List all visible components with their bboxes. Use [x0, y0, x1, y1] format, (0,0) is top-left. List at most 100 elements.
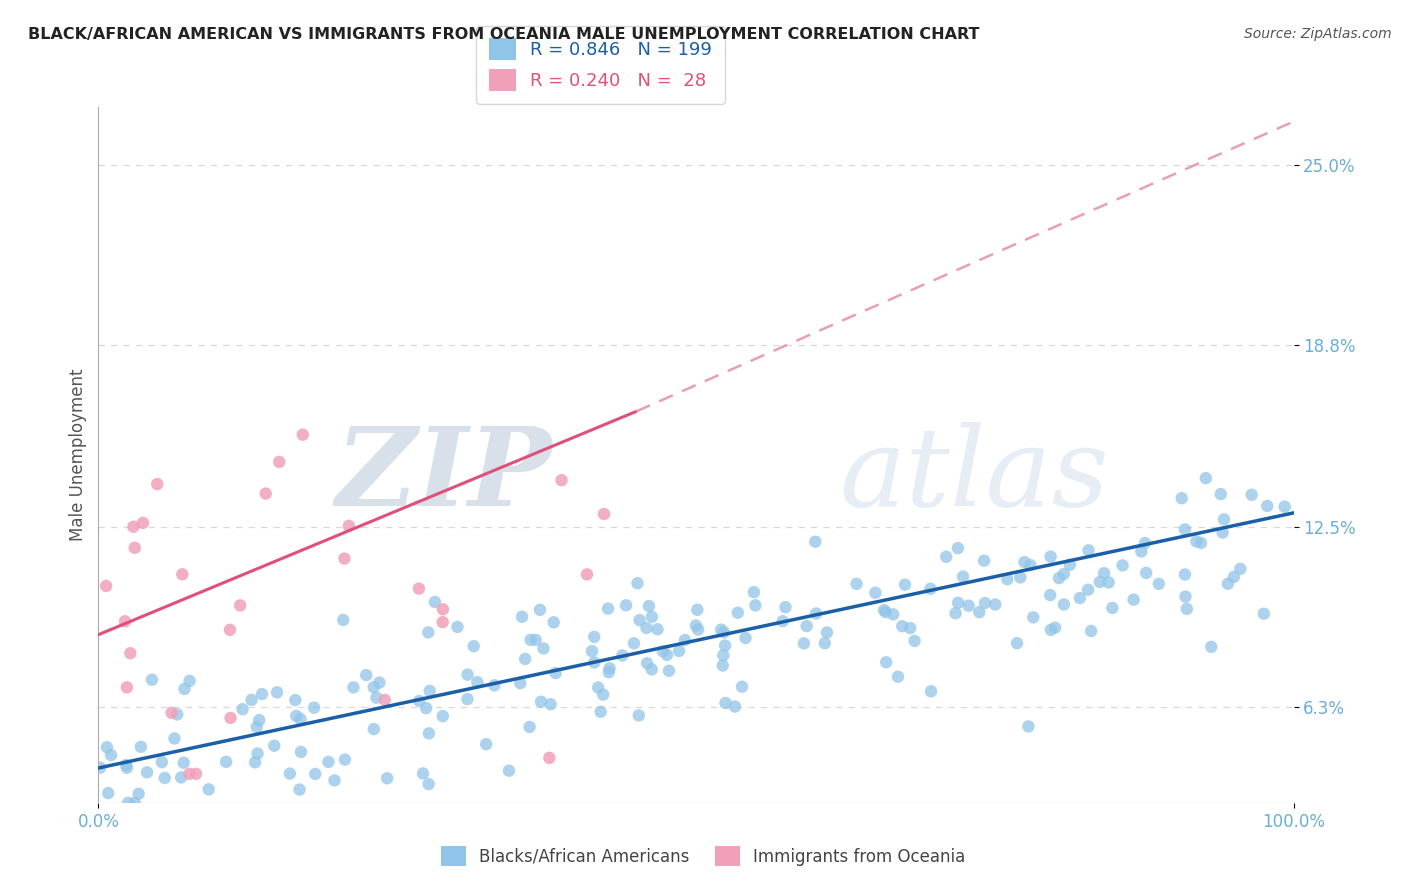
Point [898, 621, 921, 635]
Point [935, 549, 957, 564]
Point [1256, 499, 1278, 513]
Point [246, 720, 269, 734]
Point [117, 796, 139, 810]
Point [1010, 570, 1032, 584]
Point [655, 648, 678, 662]
Point [533, 641, 555, 656]
Point [1122, 592, 1144, 607]
Point [215, 755, 238, 769]
Point [150, 755, 173, 769]
Point [641, 662, 664, 676]
Point [796, 619, 818, 633]
Point [540, 697, 562, 711]
Point [638, 599, 661, 613]
Point [575, 567, 598, 582]
Point [197, 782, 219, 797]
Point [342, 681, 364, 695]
Point [875, 605, 897, 619]
Point [146, 477, 169, 491]
Point [266, 685, 288, 699]
Point [658, 664, 681, 678]
Point [284, 693, 307, 707]
Point [432, 615, 454, 629]
Point [793, 636, 815, 650]
Point [688, 623, 710, 637]
Point [418, 625, 440, 640]
Point [374, 693, 396, 707]
Point [97, 786, 120, 800]
Point [173, 756, 195, 770]
Point [100, 748, 122, 763]
Point [894, 577, 917, 591]
Point [423, 595, 446, 609]
Point [254, 486, 277, 500]
Point [581, 644, 603, 658]
Point [1088, 574, 1111, 589]
Point [686, 603, 709, 617]
Point [1195, 471, 1218, 485]
Point [463, 639, 485, 653]
Point [731, 680, 754, 694]
Point [278, 766, 301, 780]
Point [418, 777, 440, 791]
Point [141, 673, 163, 687]
Point [543, 615, 565, 630]
Point [524, 632, 547, 647]
Point [1039, 588, 1062, 602]
Point [366, 690, 388, 705]
Point [515, 652, 537, 666]
Point [636, 621, 658, 635]
Point [1039, 549, 1062, 564]
Point [714, 639, 737, 653]
Point [1047, 571, 1070, 585]
Point [711, 658, 734, 673]
Point [530, 695, 553, 709]
Point [1133, 536, 1156, 550]
Point [304, 767, 326, 781]
Point [614, 599, 637, 613]
Point [873, 603, 896, 617]
Text: ZIP: ZIP [336, 422, 553, 530]
Legend: R = 0.846   N = 199, R = 0.240   N =  28: R = 0.846 N = 199, R = 0.240 N = 28 [477, 26, 724, 104]
Point [484, 678, 506, 692]
Point [1175, 602, 1198, 616]
Point [1053, 598, 1076, 612]
Point [1043, 621, 1066, 635]
Point [714, 696, 737, 710]
Point [291, 427, 314, 442]
Point [457, 667, 479, 681]
Point [290, 712, 312, 726]
Point [172, 567, 194, 582]
Point [173, 681, 195, 696]
Point [419, 683, 441, 698]
Point [166, 707, 188, 722]
Point [263, 739, 285, 753]
Point [1022, 610, 1045, 624]
Point [1174, 523, 1197, 537]
Point [89, 761, 111, 775]
Point [598, 665, 620, 680]
Point [627, 708, 650, 723]
Point [124, 541, 146, 555]
Point [583, 656, 606, 670]
Point [333, 551, 356, 566]
Point [920, 582, 942, 596]
Point [814, 636, 837, 650]
Point [219, 711, 242, 725]
Point [711, 648, 734, 663]
Point [1185, 534, 1208, 549]
Point [1216, 576, 1239, 591]
Point [710, 623, 733, 637]
Point [647, 622, 669, 636]
Point [519, 632, 541, 647]
Point [290, 745, 312, 759]
Point [727, 606, 749, 620]
Point [1039, 623, 1062, 637]
Point [446, 620, 468, 634]
Point [363, 680, 385, 694]
Point [865, 585, 887, 599]
Point [510, 609, 533, 624]
Point [1019, 558, 1042, 573]
Point [984, 598, 1007, 612]
Point [1201, 640, 1223, 654]
